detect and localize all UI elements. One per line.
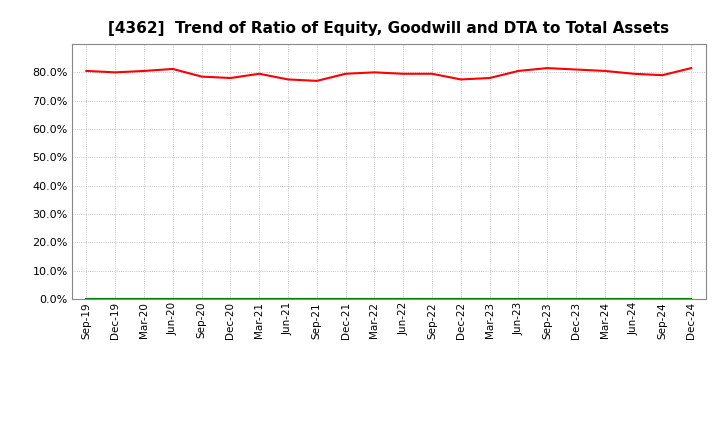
Goodwill [168,297,177,302]
Equity [197,74,206,79]
Goodwill [226,297,235,302]
Equity [456,77,465,82]
Deferred Tax Assets [572,297,580,302]
Equity [600,68,609,73]
Deferred Tax Assets [543,297,552,302]
Equity [572,67,580,72]
Equity [82,68,91,73]
Deferred Tax Assets [312,297,321,302]
Deferred Tax Assets [111,297,120,302]
Equity [312,78,321,84]
Goodwill [140,297,148,302]
Equity [687,66,696,71]
Deferred Tax Assets [341,297,350,302]
Equity [399,71,408,77]
Goodwill [82,297,91,302]
Goodwill [572,297,580,302]
Equity [428,71,436,77]
Goodwill [514,297,523,302]
Goodwill [629,297,638,302]
Equity [629,71,638,77]
Goodwill [456,297,465,302]
Deferred Tax Assets [629,297,638,302]
Goodwill [284,297,292,302]
Equity [543,66,552,71]
Goodwill [485,297,494,302]
Goodwill [399,297,408,302]
Equity [255,71,264,77]
Goodwill [600,297,609,302]
Line: Equity: Equity [86,68,691,81]
Goodwill [341,297,350,302]
Deferred Tax Assets [428,297,436,302]
Deferred Tax Assets [226,297,235,302]
Deferred Tax Assets [168,297,177,302]
Equity [226,75,235,81]
Equity [140,68,148,73]
Equity [485,75,494,81]
Deferred Tax Assets [370,297,379,302]
Title: [4362]  Trend of Ratio of Equity, Goodwill and DTA to Total Assets: [4362] Trend of Ratio of Equity, Goodwil… [108,21,670,36]
Deferred Tax Assets [485,297,494,302]
Goodwill [197,297,206,302]
Deferred Tax Assets [600,297,609,302]
Deferred Tax Assets [82,297,91,302]
Deferred Tax Assets [456,297,465,302]
Goodwill [658,297,667,302]
Deferred Tax Assets [399,297,408,302]
Equity [111,70,120,75]
Deferred Tax Assets [687,297,696,302]
Equity [514,68,523,73]
Goodwill [312,297,321,302]
Goodwill [370,297,379,302]
Deferred Tax Assets [658,297,667,302]
Goodwill [255,297,264,302]
Deferred Tax Assets [255,297,264,302]
Goodwill [111,297,120,302]
Deferred Tax Assets [140,297,148,302]
Deferred Tax Assets [514,297,523,302]
Goodwill [687,297,696,302]
Deferred Tax Assets [284,297,292,302]
Equity [370,70,379,75]
Deferred Tax Assets [197,297,206,302]
Goodwill [543,297,552,302]
Equity [168,66,177,72]
Equity [658,73,667,78]
Equity [341,71,350,77]
Equity [284,77,292,82]
Goodwill [428,297,436,302]
